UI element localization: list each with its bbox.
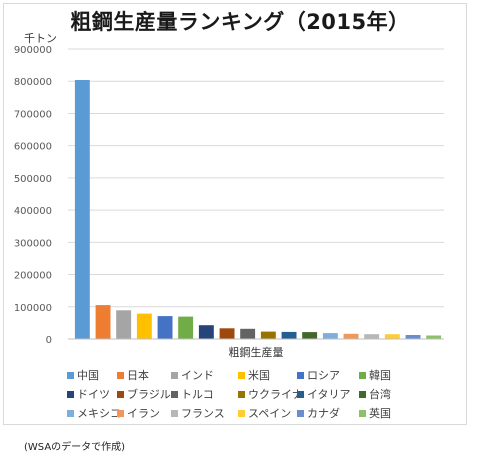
legend-swatch — [297, 390, 304, 398]
legend-swatch — [67, 409, 74, 417]
legend-swatch — [359, 409, 366, 417]
y-tick-label: 200000 — [14, 271, 52, 282]
legend-label: スペイン — [248, 407, 292, 420]
legend-label: メキシコ — [77, 407, 121, 420]
bar-イタリア — [281, 331, 297, 339]
y-tick-label: 600000 — [14, 142, 52, 153]
y-unit-label: 千トン — [24, 32, 57, 45]
legend-label: ドイツ — [77, 388, 110, 401]
legend-item: 中国 — [67, 368, 117, 382]
bar-トルコ — [240, 328, 256, 339]
legend-label: 英国 — [369, 407, 391, 420]
legend-label: インド — [181, 369, 214, 382]
legend-label: 日本 — [127, 369, 149, 382]
bar-台湾 — [302, 332, 318, 339]
legend-item: 日本 — [117, 368, 171, 382]
legend-swatch — [67, 371, 74, 379]
legend-label: イラン — [127, 407, 160, 420]
bar-日本 — [95, 305, 111, 339]
legend-label: ロシア — [307, 369, 340, 382]
legend-swatch — [359, 390, 366, 398]
y-tick-label: 0 — [46, 335, 52, 346]
legend-swatch — [297, 409, 304, 417]
legend-item: スペイン — [238, 406, 297, 420]
legend-swatch — [117, 409, 124, 417]
legend-item: ブラジル — [117, 387, 171, 401]
bar-ウクライナ — [260, 331, 276, 339]
legend-label: トルコ — [181, 388, 214, 401]
bar-米国 — [136, 313, 152, 339]
bar-韓国 — [178, 316, 194, 339]
legend-item: メキシコ — [67, 406, 121, 420]
bar-フランス — [364, 334, 380, 339]
legend-item: イタリア — [297, 387, 359, 401]
legend-swatch — [171, 390, 178, 398]
y-tick-label: 900000 — [14, 45, 52, 56]
bar-中国 — [74, 80, 90, 339]
legend-label: ウクライナ — [248, 388, 303, 401]
legend-item: イラン — [117, 406, 171, 420]
legend-label: イタリア — [307, 388, 351, 401]
bars — [74, 80, 442, 339]
bar-スペイン — [384, 334, 400, 339]
legend-swatch — [171, 409, 178, 417]
legend-label: 米国 — [248, 369, 270, 382]
footnote: (WSAのデータで作成) — [24, 442, 126, 453]
bar-英国 — [426, 335, 442, 339]
bar-メキシコ — [322, 333, 338, 339]
legend-swatch — [297, 371, 304, 379]
y-tick-label: 500000 — [14, 174, 52, 185]
legend-label: カナダ — [307, 407, 340, 420]
legend-swatch — [171, 371, 178, 379]
y-tick-labels: 0 100000 200000 300000 400000 500000 600000 700… — [14, 45, 52, 346]
legend-item: ウクライナ — [238, 387, 303, 401]
legend-swatch — [117, 390, 124, 398]
bar-ロシア — [157, 316, 173, 339]
legend-item: ドイツ — [67, 387, 117, 401]
legend-item: フランス — [171, 406, 238, 420]
bar-ドイツ — [198, 325, 214, 339]
legend-item: トルコ — [171, 387, 238, 401]
legend-label: フランス — [181, 407, 225, 420]
bar-ブラジル — [219, 328, 235, 339]
legend-swatch — [238, 409, 245, 417]
x-axis-label: 粗鋼生産量 — [229, 345, 284, 359]
legend-label: 台湾 — [369, 388, 391, 401]
y-tick-label: 800000 — [14, 77, 52, 88]
bar-イラン — [343, 333, 359, 339]
legend-item: 台湾 — [359, 387, 409, 401]
legend-item: 英国 — [359, 406, 409, 420]
chart-title: 粗鋼生産量ランキング（2015年） — [70, 10, 410, 34]
y-tick-label: 300000 — [14, 238, 52, 249]
y-tick-label: 100000 — [14, 303, 52, 314]
legend-swatch — [359, 371, 366, 379]
legend: 中国 日本 インド 米国 ロシア 韓国ドイツ ブラジル トルコ ウクライナ イタリア 台湾メキシコイ… — [67, 368, 477, 420]
legend-item: 米国 — [238, 368, 297, 382]
legend-label: ブラジル — [127, 388, 171, 401]
legend-item: ロシア — [297, 368, 359, 382]
legend-swatch — [67, 390, 74, 398]
legend-swatch — [238, 371, 245, 379]
gridlines — [68, 48, 444, 308]
legend-swatch — [117, 371, 124, 379]
bar-インド — [116, 310, 132, 339]
legend-swatch — [238, 390, 245, 398]
y-tick-label: 700000 — [14, 109, 52, 120]
legend-item: カナダ — [297, 406, 359, 420]
bar-カナダ — [405, 335, 421, 339]
legend-label: 中国 — [77, 369, 99, 382]
y-tick-label: 400000 — [14, 206, 52, 217]
legend-item: 韓国 — [359, 368, 409, 382]
legend-label: 韓国 — [369, 369, 391, 382]
legend-item: インド — [171, 368, 238, 382]
